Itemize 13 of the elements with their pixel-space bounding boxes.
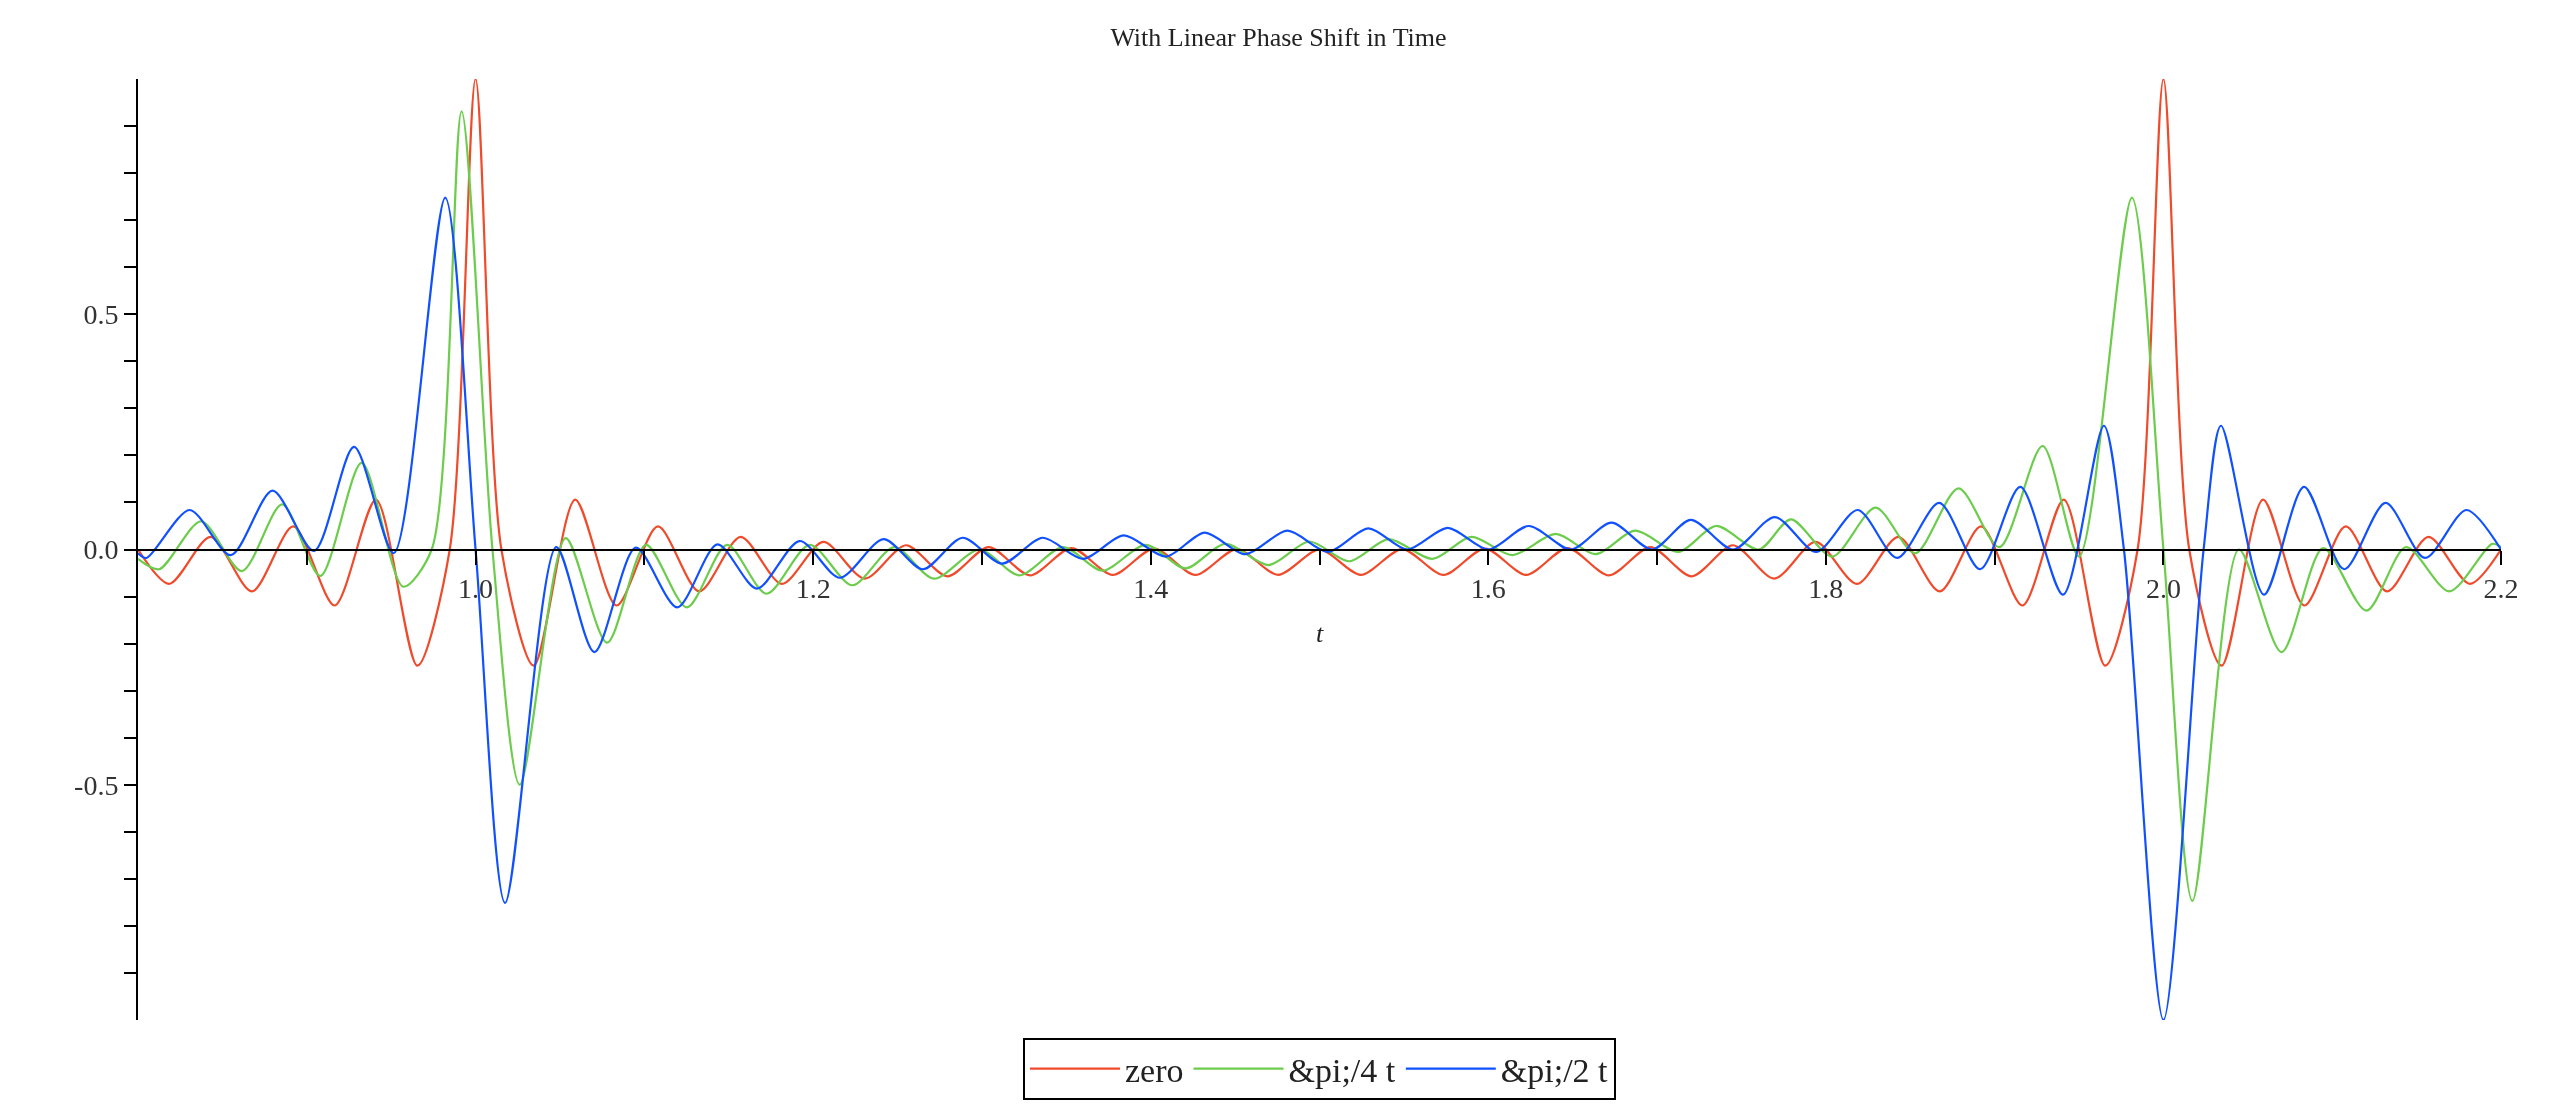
y-tick-label: 0.0 [83,534,119,566]
legend-label: &pi;/4 t [1288,1051,1396,1089]
y-tick-label: -0.5 [74,769,119,801]
chart-title: With Linear Phase Shift in Time [1110,22,1447,52]
x-tick-label: 1.2 [795,573,831,605]
x-tick-label: 2.2 [2483,573,2519,605]
x-tick-label: 1.6 [1470,573,1506,605]
legend-label: zero [1125,1051,1184,1089]
x-tick-label: 1.8 [1808,573,1844,605]
x-axis-title: t [1315,619,1324,649]
y-tick-label: 0.5 [83,299,119,331]
x-tick-label: 1.4 [1133,573,1169,605]
legend-label: &pi;/2 t [1500,1051,1609,1089]
